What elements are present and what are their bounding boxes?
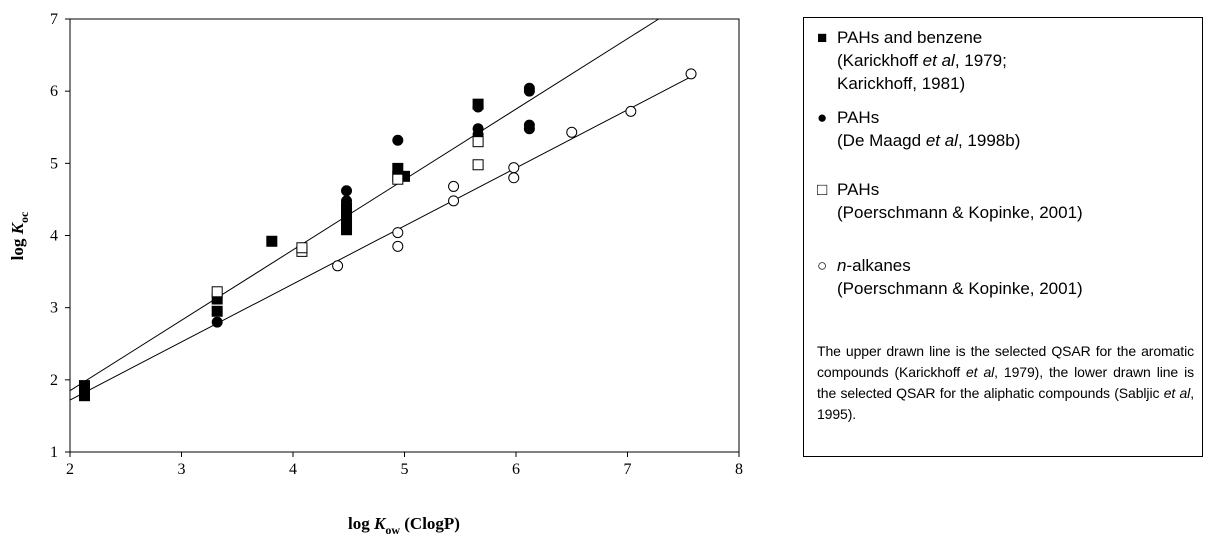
legend-label: -alkanes <box>846 256 911 275</box>
data-point <box>392 240 404 252</box>
legend-label: PAHs and benzene <box>837 28 983 47</box>
legend-source: (De Maagd et al, 1998b) <box>837 131 1021 150</box>
legend-entry-n-alkanes: ○ n-alkanes (Poerschmann & Kopinke, 2001) <box>817 254 1197 300</box>
legend-label-prefix: n <box>837 256 847 275</box>
data-point <box>685 68 697 80</box>
legend-label: PAHs <box>837 180 880 199</box>
x-tick-label: 4 <box>289 461 297 478</box>
legend-entry-pahs-poerschmann: □ PAHs (Poerschmann & Kopinke, 2001) <box>817 178 1197 224</box>
open-square-icon: □ <box>817 180 828 199</box>
series-pahs_de_maagd <box>211 82 535 328</box>
data-point <box>341 185 353 197</box>
legend-label: PAHs <box>837 108 880 127</box>
data-point <box>78 380 90 392</box>
data-point <box>78 390 90 402</box>
y-tick-label: 4 <box>50 228 58 245</box>
data-point <box>448 180 460 192</box>
regression-lines <box>69 18 692 401</box>
data-point <box>392 173 404 185</box>
y-axis: 1 2 3 4 5 6 7 <box>50 11 70 461</box>
filled-square-icon: ■ <box>817 28 828 47</box>
y-tick-label: 5 <box>50 155 58 172</box>
legend-entry-pahs-de-maagd: ● PAHs (De Maagd et al, 1998b) <box>817 106 1197 152</box>
legend-source: (Poerschmann & Kopinke, 2001) <box>837 203 1083 222</box>
data-point <box>472 136 484 148</box>
data-point <box>508 172 520 184</box>
x-tick-label: 5 <box>401 461 409 478</box>
data-point <box>392 162 404 174</box>
data-point <box>341 219 353 231</box>
data-point <box>392 227 404 239</box>
x-tick-label: 8 <box>735 461 743 478</box>
data-point <box>332 260 344 272</box>
data-point <box>211 316 223 328</box>
x-axis-title: log Kow (ClogP) <box>348 514 460 537</box>
x-tick-label: 3 <box>178 461 186 478</box>
data-point <box>448 195 460 207</box>
data-point <box>296 242 308 254</box>
data-point <box>566 126 578 138</box>
data-point <box>392 134 404 146</box>
x-axis: 2 3 4 5 6 7 8 <box>66 452 743 478</box>
series-pahs_poerschmann <box>211 136 484 298</box>
legend-source: Karickhoff, 1981) <box>837 74 966 93</box>
series-pahs_benzene <box>78 98 484 402</box>
data-point <box>472 159 484 171</box>
data-point <box>341 195 353 207</box>
data-points <box>78 68 697 402</box>
y-tick-label: 1 <box>50 444 58 461</box>
x-tick-label: 2 <box>66 461 74 478</box>
data-point <box>625 105 637 117</box>
filled-circle-icon: ● <box>817 108 828 127</box>
legend-note: The upper drawn line is the selected QSA… <box>817 343 1194 422</box>
x-tick-label: 7 <box>624 461 632 478</box>
plot-area <box>69 18 740 453</box>
data-point <box>472 101 484 113</box>
data-point <box>523 119 535 131</box>
qsar-line-aliphatic <box>69 76 692 401</box>
y-tick-label: 2 <box>50 372 58 389</box>
data-point <box>266 235 278 247</box>
series-n_alkanes <box>332 68 697 272</box>
legend-entry-pahs-benzene: ■ PAHs and benzene (Karickhoff et al, 197… <box>817 26 1197 95</box>
data-point <box>472 123 484 135</box>
open-circle-icon: ○ <box>817 256 828 275</box>
y-tick-label: 7 <box>50 11 58 28</box>
data-point <box>508 162 520 174</box>
y-tick-label: 3 <box>50 300 58 317</box>
x-tick-label: 6 <box>512 461 520 478</box>
legend: ■ PAHs and benzene (Karickhoff et al, 197… <box>803 17 1203 457</box>
data-point <box>211 305 223 317</box>
y-axis-title: log Koc <box>8 211 31 260</box>
legend-source: (Karickhoff et al, 1979; <box>837 51 1007 70</box>
qsar-line-aromatic <box>69 18 659 392</box>
data-point <box>523 82 535 94</box>
legend-source: (Poerschmann & Kopinke, 2001) <box>837 279 1083 298</box>
data-point <box>211 286 223 298</box>
y-tick-label: 6 <box>50 83 58 100</box>
